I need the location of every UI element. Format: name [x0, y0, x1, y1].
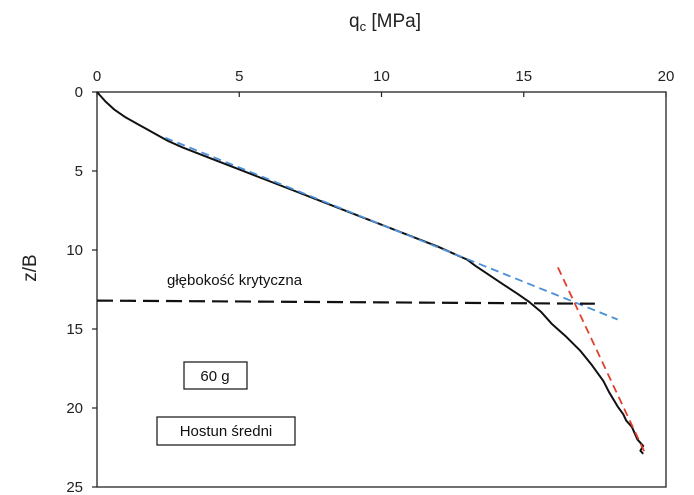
y-tick-label: 25 [66, 479, 83, 495]
sand-type-label: Hostun średni [180, 423, 273, 440]
y-tick-label: 0 [75, 84, 83, 101]
series-group [96, 91, 647, 456]
y-axis-title: z/B [20, 254, 41, 281]
x-tick-label: 20 [658, 68, 675, 85]
y-tick-label: 15 [66, 321, 83, 338]
upper-trend-line [164, 136, 618, 321]
y-tick-label: 20 [66, 400, 83, 417]
measured-qc-line [96, 91, 645, 455]
g-level-label: 60 g [200, 368, 229, 385]
x-axis-title-unit: [MPa] [366, 11, 421, 32]
x-tick-label: 10 [373, 68, 390, 85]
tick-group: 0 5 10 15 20 0 5 10 15 20 25 [66, 68, 674, 495]
x-tick-label: 0 [93, 68, 101, 85]
x-tick-label: 15 [515, 68, 532, 85]
y-tick-label: 5 [75, 163, 83, 180]
critical-depth-label: głębokość krytyczna [167, 272, 303, 289]
g-level-box [183, 361, 248, 390]
sand-type-box [156, 416, 296, 446]
y-tick-label: 10 [66, 242, 83, 259]
x-tick-label: 5 [235, 68, 243, 85]
x-axis-title-subscript: c [360, 19, 367, 34]
x-axis-title: qc [MPa] [349, 11, 421, 34]
lower-trend-line [557, 267, 647, 456]
x-axis-title-symbol: q [349, 11, 360, 32]
critical-depth-line [96, 299, 595, 305]
